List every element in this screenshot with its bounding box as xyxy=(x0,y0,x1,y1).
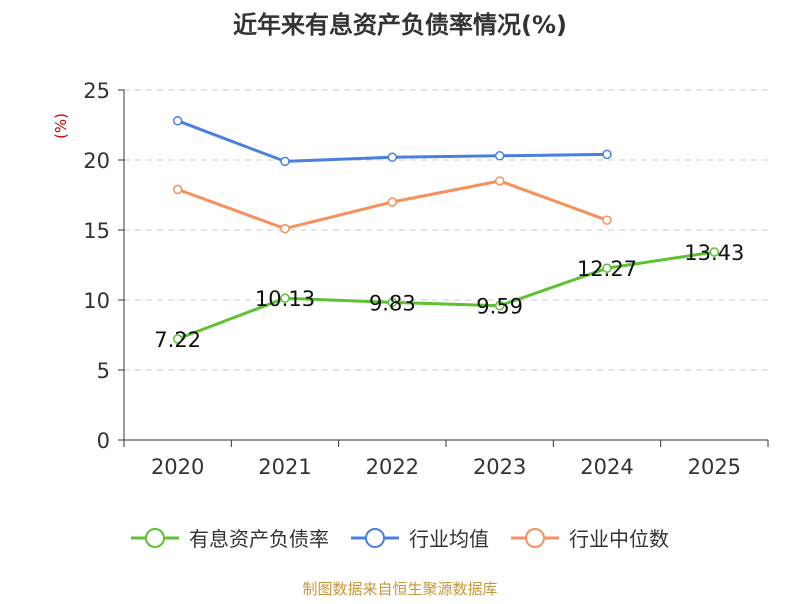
x-tick-label: 2024 xyxy=(580,455,633,479)
chart-title: 近年来有息资产负债率情况(%) xyxy=(233,11,567,39)
x-tick-label: 2022 xyxy=(366,455,419,479)
data-point xyxy=(387,197,398,207)
legend-marker xyxy=(365,528,385,548)
legend-marker xyxy=(525,528,545,548)
data-point xyxy=(494,151,505,161)
data-label: 12.27 xyxy=(577,257,637,281)
x-tick-label: 2023 xyxy=(473,455,526,479)
y-tick-label: 25 xyxy=(83,79,110,103)
data-point xyxy=(602,215,612,225)
legend-label: 行业均值 xyxy=(409,527,489,551)
data-point xyxy=(172,116,183,126)
data-point xyxy=(387,297,398,308)
legend-label: 行业中位数 xyxy=(569,527,669,551)
data-labels: 7.22 10.13 9.83 9.59 12.27 13.43 xyxy=(154,241,744,352)
data-point xyxy=(387,152,398,162)
data-point xyxy=(494,176,505,186)
data-label: 10.13 xyxy=(255,287,315,311)
legend-item: 有息资产负债率 xyxy=(131,527,329,551)
x-tick-label: 2021 xyxy=(258,455,311,479)
y-tick-label: 10 xyxy=(83,289,110,313)
data-point xyxy=(172,184,183,195)
data-point xyxy=(280,223,290,234)
x-tick-label: 2025 xyxy=(688,455,741,479)
grid-lines xyxy=(124,89,768,371)
series-lines xyxy=(172,116,720,344)
series-line xyxy=(177,250,715,341)
data-point xyxy=(280,156,290,167)
data-point xyxy=(709,247,720,257)
y-axis-label: (%) xyxy=(52,113,70,139)
legend: 有息资产负债率 行业均值 行业中位数 xyxy=(131,527,669,551)
data-label: 13.43 xyxy=(684,241,744,265)
data-point xyxy=(280,293,290,303)
y-tick-label: 15 xyxy=(83,219,110,243)
x-tick-label: 2020 xyxy=(151,455,204,479)
data-label: 9.83 xyxy=(369,291,416,315)
data-label: 9.59 xyxy=(476,295,523,319)
data-point xyxy=(602,149,612,160)
source-note: 制图数据来自恒生聚源数据库 xyxy=(302,580,497,598)
data-point xyxy=(602,263,612,273)
legend-item: 行业中位数 xyxy=(511,527,669,551)
y-tick-label: 20 xyxy=(83,149,110,173)
y-tick-label: 0 xyxy=(97,429,110,453)
legend-item: 行业均值 xyxy=(351,527,489,551)
data-label: 7.22 xyxy=(154,328,201,352)
data-point xyxy=(172,334,183,344)
data-point xyxy=(494,300,505,311)
y-tick-label: 5 xyxy=(97,359,110,383)
legend-label: 有息资产负债率 xyxy=(189,527,329,551)
legend-marker xyxy=(145,528,165,548)
